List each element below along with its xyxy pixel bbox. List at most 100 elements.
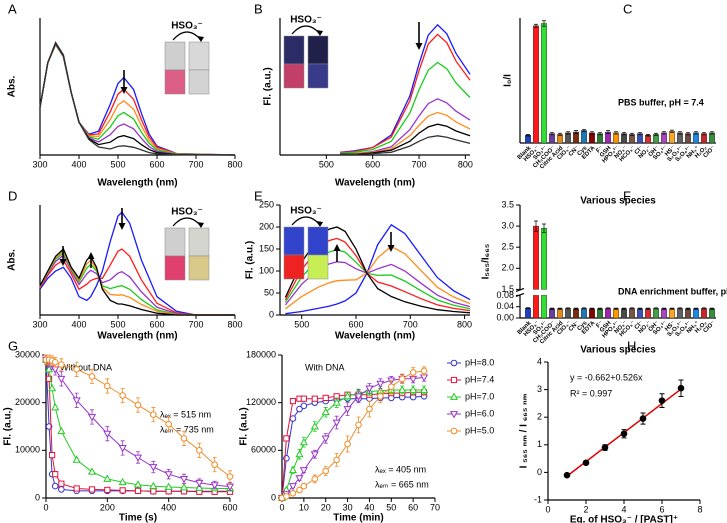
legend-label: pH=6.0 [465,408,494,418]
error-bar [558,307,562,310]
bar [693,308,699,319]
annotation: DNA enrichment buffer, pH = 7.4 [618,286,727,296]
error-bar [558,132,562,136]
bar [669,131,675,144]
bar [613,308,619,319]
data-point [134,487,142,494]
x-tick-label: 500 [110,319,125,329]
data-point [288,465,297,474]
error-bar [534,23,538,28]
inset-photo-top [164,41,186,71]
error-bar [678,307,682,310]
bar [581,130,587,144]
data-point [103,474,112,482]
data-point [409,369,417,376]
x-tick-label: 4 [621,504,626,514]
inset-photo-top [283,35,305,65]
data-point [45,375,53,382]
inset-photo-bottom [283,63,305,89]
bar [661,132,667,144]
bar [565,308,571,319]
bar [653,308,659,319]
arrow-head [120,87,128,94]
data-point [296,486,303,494]
x-tick-label: 700 [412,159,427,169]
data-point [398,375,406,383]
x-tick-label: 60 [408,502,418,512]
data-point [52,471,59,478]
bar [629,308,635,319]
bar [541,23,547,144]
y-tick-label: 4 [537,356,542,366]
y-tick-label: 200 [259,221,274,231]
data-point [58,361,65,368]
inset-arrow-head [316,30,323,36]
y-axis-label: Abs. [7,75,18,97]
data-point [58,486,65,493]
annotation: With DNA [305,362,345,372]
bar [613,132,619,144]
series-line [39,211,235,316]
panel-label: A [8,1,17,16]
data-point [299,437,308,446]
legend-marker [449,392,459,400]
error-bar [582,128,586,133]
data-point [343,406,352,414]
x-tick-label: 700 [403,319,418,329]
y-axis-label: Fl. (a.u.) [263,67,274,105]
x-tick-label: 600 [365,159,380,169]
x-tick-label: 300 [32,159,47,169]
y-axis-label: I₅₆₅/I₆₆₅ [481,243,492,279]
x-axis-label: Wavelength (nm) [97,331,177,342]
x-tick-label: 50 [386,502,396,512]
annotation: λₑₓ = 405 nm [375,464,426,474]
x-tick-label: 200 [100,502,115,512]
data-point [118,477,127,486]
data-point [322,467,330,475]
error-bar [710,131,714,135]
data-point [210,482,219,490]
data-point [48,383,57,392]
y-axis-label: I₀/I [503,74,514,87]
data-point [103,430,112,439]
bar [533,295,539,319]
error-bar [622,307,626,310]
legend-label: pH=7.4 [465,374,494,384]
x-tick-label: Cl⁻ [634,320,645,331]
y-tick-label: 180000 [246,349,276,359]
data-point [343,391,352,400]
data-point [344,440,351,448]
y-tick-label: 60000 [251,445,276,455]
inset-arrow-head [197,36,204,42]
panel-label: D [8,188,17,203]
legend-marker [450,359,458,367]
data-point [283,493,290,500]
y-tick-label: 2 [537,412,542,422]
data-point [299,467,308,475]
data-point [51,366,60,374]
y-tick-label: 1.5 [501,284,514,294]
error-bar [630,132,634,136]
legend-marker [449,411,459,419]
x-tick-label: 400 [71,319,86,329]
error-bar [678,131,682,135]
error-bar [614,131,618,135]
y-tick-label: 0 [269,309,274,319]
error-bar [526,307,530,310]
data-point [295,449,304,458]
y-tick-label: 3.0 [501,220,514,230]
panel-label: B [254,1,263,16]
data-point [289,415,297,422]
inset-arrow [291,25,321,35]
data-point [310,451,319,459]
data-point [283,435,290,442]
x-axis-label: Eq. of HSO₃⁻ / [PAST]⁺ [570,515,678,523]
data-point [134,401,142,409]
y-tick-label: 1 [537,439,542,449]
error-bar [622,132,626,136]
data-point [164,471,173,479]
y-tick-label: 10000 [15,445,40,455]
y-tick-label: 30000 [15,349,40,359]
